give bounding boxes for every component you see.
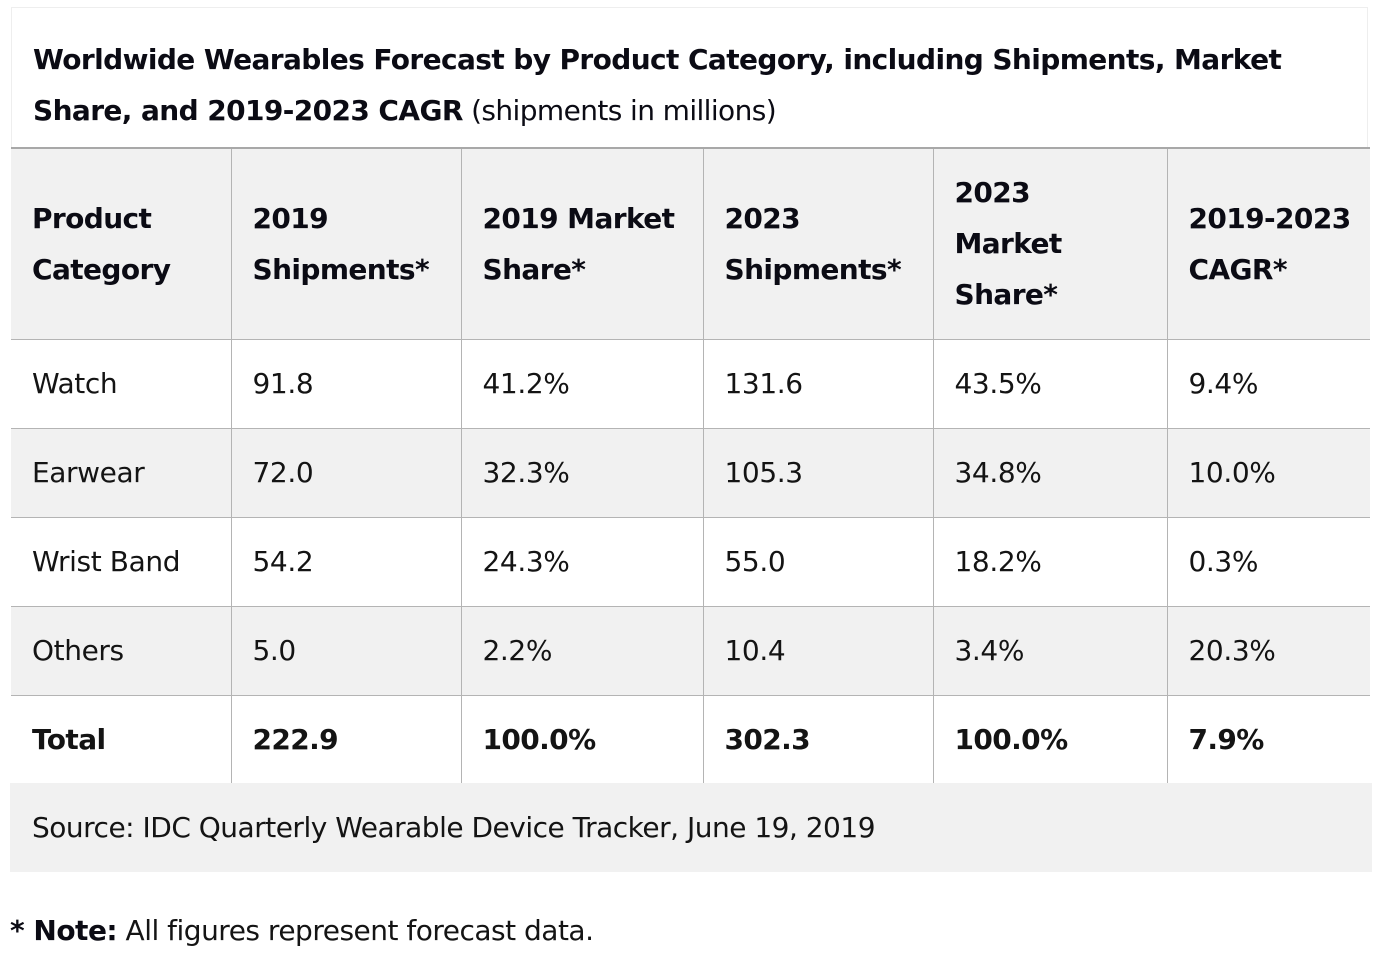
cell-cagr: 0.3%: [1166, 516, 1370, 607]
table-row: Wrist Band 54.2 24.3% 55.0 18.2% 0.3%: [11, 516, 1370, 607]
cell-2019-shipments: 72.0: [230, 427, 462, 518]
cell-2023-shipments: 55.0: [702, 516, 934, 607]
cell-cagr: 10.0%: [1166, 427, 1370, 518]
cell-2019-share: 41.2%: [460, 338, 704, 429]
cell-2019-share: 24.3%: [460, 516, 704, 607]
cell-2019-share: 32.3%: [460, 427, 704, 518]
total-2019-share: 100.0%: [460, 694, 704, 785]
cell-2023-share: 43.5%: [932, 338, 1168, 429]
table-caption: Worldwide Wearables Forecast by Product …: [11, 7, 1368, 147]
total-2023-share: 100.0%: [932, 694, 1168, 785]
wearables-forecast-table: Product Category 2019 Shipments* 2019 Ma…: [11, 147, 1370, 785]
cell-cagr: 20.3%: [1166, 605, 1370, 696]
table-row: Earwear 72.0 32.3% 105.3 34.8% 10.0%: [11, 427, 1370, 518]
header-2023-market-share: 2023 Market Share*: [932, 147, 1168, 340]
cell-2019-shipments: 91.8: [230, 338, 462, 429]
header-product-category: Product Category: [11, 147, 232, 340]
cell-2023-shipments: 131.6: [702, 338, 934, 429]
cell-category: Watch: [11, 338, 232, 429]
total-label: Total: [11, 694, 232, 785]
cell-2023-share: 34.8%: [932, 427, 1168, 518]
total-2019-shipments: 222.9: [230, 694, 462, 785]
header-2023-shipments: 2023 Shipments*: [702, 147, 934, 340]
table-row: Watch 91.8 41.2% 131.6 43.5% 9.4%: [11, 338, 1370, 429]
total-row: Total 222.9 100.0% 302.3 100.0% 7.9%: [11, 694, 1370, 785]
cell-2023-share: 3.4%: [932, 605, 1168, 696]
header-2019-market-share: 2019 Market Share*: [460, 147, 704, 340]
header-2019-shipments: 2019 Shipments*: [230, 147, 462, 340]
cell-2023-shipments: 105.3: [702, 427, 934, 518]
table-title: Worldwide Wearables Forecast by Product …: [33, 34, 1353, 136]
cell-2019-shipments: 54.2: [230, 516, 462, 607]
total-2023-shipments: 302.3: [702, 694, 934, 785]
header-row: Product Category 2019 Shipments* 2019 Ma…: [11, 147, 1370, 340]
cell-category: Others: [11, 605, 232, 696]
cell-cagr: 9.4%: [1166, 338, 1370, 429]
cell-2019-shipments: 5.0: [230, 605, 462, 696]
table-row: Others 5.0 2.2% 10.4 3.4% 20.3%: [11, 605, 1370, 696]
header-cagr: 2019-2023 CAGR*: [1166, 147, 1370, 340]
forecast-note: * Note: All figures represent forecast d…: [10, 908, 594, 954]
note-text: All figures represent forecast data.: [117, 914, 594, 947]
total-cagr: 7.9%: [1166, 694, 1370, 785]
cell-2023-shipments: 10.4: [702, 605, 934, 696]
cell-category: Wrist Band: [11, 516, 232, 607]
cell-2023-share: 18.2%: [932, 516, 1168, 607]
source-footnote: Source: IDC Quarterly Wearable Device Tr…: [10, 783, 1372, 872]
cell-category: Earwear: [11, 427, 232, 518]
note-label: * Note:: [10, 914, 118, 947]
table-title-main: Worldwide Wearables Forecast by Product …: [33, 43, 1282, 127]
table-title-unit: (shipments in millions): [462, 94, 777, 127]
cell-2019-share: 2.2%: [460, 605, 704, 696]
